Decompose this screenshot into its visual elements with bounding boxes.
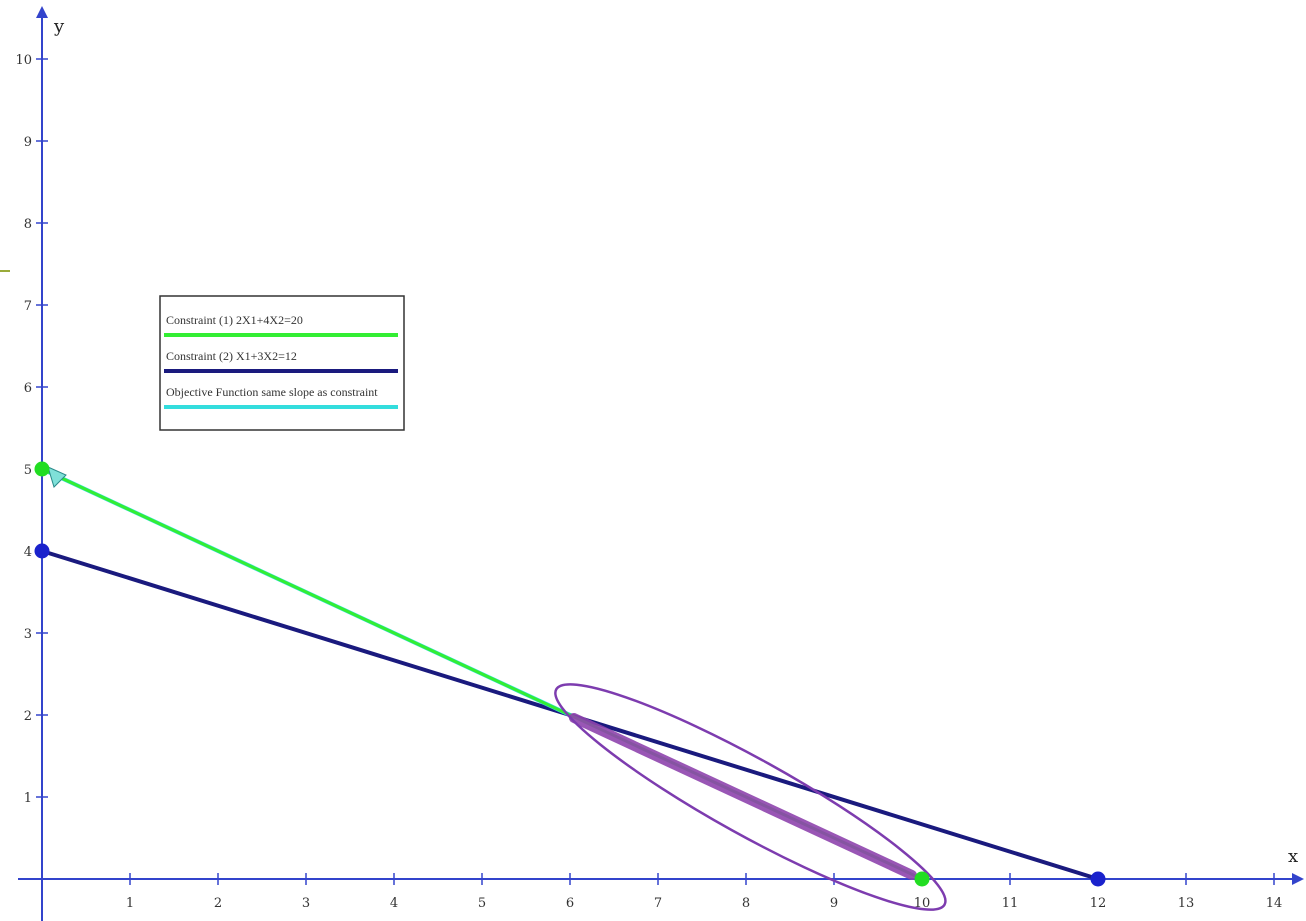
optimal-region-highlight	[554, 683, 947, 911]
y-tick-label: 1	[24, 791, 32, 806]
y-axis-title: y	[53, 16, 65, 37]
y-tick-label: 2	[24, 709, 32, 724]
intercept-point	[34, 461, 50, 477]
x-tick-label: 11	[1002, 896, 1019, 911]
x-tick-label: 7	[654, 896, 662, 911]
y-tick-label: 9	[24, 135, 32, 150]
series-layer	[40, 466, 1100, 881]
y-tick-label: 5	[24, 463, 32, 478]
legend-label: Constraint (2) X1+3X2=12	[166, 349, 297, 363]
y-tick-label: 3	[24, 627, 32, 642]
y-tick-label: 8	[24, 217, 32, 232]
optimal-ellipse	[554, 683, 947, 911]
x-tick-label: 5	[478, 896, 486, 911]
x-tick-label: 3	[302, 896, 310, 911]
y-axis-arrow	[36, 6, 48, 18]
slide-accent-dash	[0, 270, 10, 272]
objective-arrowhead	[47, 466, 67, 488]
legend-label: Constraint (1) 2X1+4X2=20	[166, 313, 303, 327]
axes: xy	[18, 6, 1304, 921]
intercept-point	[1090, 871, 1106, 887]
x-tick-label: 4	[390, 896, 398, 911]
legend: Constraint (1) 2X1+4X2=20 Constraint (2) …	[159, 295, 405, 431]
y-tick-label: 10	[15, 53, 32, 68]
x-axis-arrow	[1292, 873, 1304, 885]
x-tick-label: 2	[214, 896, 222, 911]
x-tick-label: 13	[1178, 896, 1195, 911]
x-tick-label: 12	[1090, 896, 1107, 911]
x-axis-title: x	[1288, 846, 1298, 867]
y-tick-label: 4	[24, 545, 32, 560]
x-tick-label: 8	[742, 896, 750, 911]
intercept-points	[34, 461, 1106, 887]
x-tick-label: 14	[1266, 896, 1283, 911]
x-tick-label: 6	[566, 896, 574, 911]
y-tick-label: 6	[24, 381, 32, 396]
intercept-point	[914, 871, 930, 887]
y-tick-label: 7	[24, 299, 32, 314]
legend-label: Objective Function same slope as constra…	[166, 385, 378, 399]
optimal-segment	[569, 713, 917, 880]
intercept-point	[34, 543, 50, 559]
x-tick-label: 1	[126, 896, 134, 911]
x-tick-label: 9	[830, 896, 838, 911]
